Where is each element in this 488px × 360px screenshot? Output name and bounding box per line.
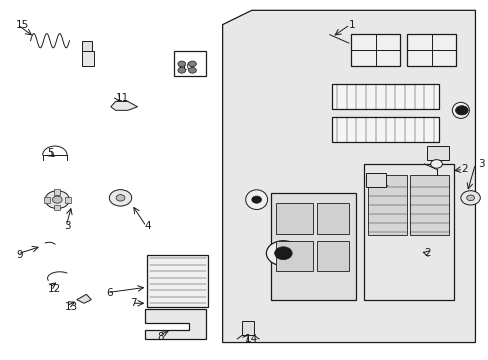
Bar xyxy=(276,203,312,234)
Bar xyxy=(409,175,448,235)
Text: 3: 3 xyxy=(64,221,71,231)
Bar xyxy=(317,241,348,271)
Circle shape xyxy=(455,106,467,115)
Bar xyxy=(331,84,438,109)
Bar xyxy=(368,175,407,235)
Polygon shape xyxy=(111,102,137,111)
Bar xyxy=(147,255,207,307)
Circle shape xyxy=(188,67,196,73)
Circle shape xyxy=(466,195,473,201)
Bar xyxy=(242,321,254,336)
Ellipse shape xyxy=(245,190,267,210)
Circle shape xyxy=(178,67,185,73)
Circle shape xyxy=(116,195,124,201)
Bar xyxy=(426,146,448,160)
Text: 9: 9 xyxy=(16,250,22,260)
Text: 11: 11 xyxy=(116,93,129,103)
Text: 3: 3 xyxy=(477,159,484,169)
Circle shape xyxy=(52,196,62,203)
Text: 14: 14 xyxy=(244,334,257,344)
Bar xyxy=(54,204,60,210)
Text: 2: 2 xyxy=(424,248,430,258)
Ellipse shape xyxy=(266,241,300,266)
Text: 7: 7 xyxy=(130,298,137,308)
Bar xyxy=(407,33,455,66)
Ellipse shape xyxy=(451,102,468,118)
Polygon shape xyxy=(77,294,91,303)
Text: 15: 15 xyxy=(16,19,29,30)
Text: 5: 5 xyxy=(47,148,54,158)
Circle shape xyxy=(274,247,291,260)
Text: 4: 4 xyxy=(144,221,151,231)
Circle shape xyxy=(430,159,442,168)
Bar xyxy=(331,117,438,143)
Bar xyxy=(351,33,399,66)
Bar xyxy=(363,164,453,300)
Polygon shape xyxy=(144,309,205,339)
Bar xyxy=(65,197,71,203)
Text: 10: 10 xyxy=(181,63,194,72)
Bar xyxy=(54,189,60,195)
Bar xyxy=(366,173,385,187)
Bar xyxy=(81,41,92,51)
Circle shape xyxy=(188,61,196,67)
Circle shape xyxy=(178,61,185,67)
Polygon shape xyxy=(222,10,474,342)
Bar xyxy=(43,197,49,203)
Circle shape xyxy=(45,191,69,208)
Bar xyxy=(276,241,312,271)
Circle shape xyxy=(460,191,479,205)
Text: 12: 12 xyxy=(47,284,61,294)
Text: 2: 2 xyxy=(380,179,386,189)
Text: 2: 2 xyxy=(460,164,467,174)
Bar xyxy=(317,203,348,234)
Text: 13: 13 xyxy=(64,302,78,312)
Bar xyxy=(174,51,205,76)
Text: 6: 6 xyxy=(106,288,112,297)
Circle shape xyxy=(109,190,131,206)
Text: 8: 8 xyxy=(157,332,163,342)
Text: 1: 1 xyxy=(348,19,355,30)
Bar xyxy=(81,51,94,66)
Bar xyxy=(271,193,356,300)
Circle shape xyxy=(251,196,261,203)
